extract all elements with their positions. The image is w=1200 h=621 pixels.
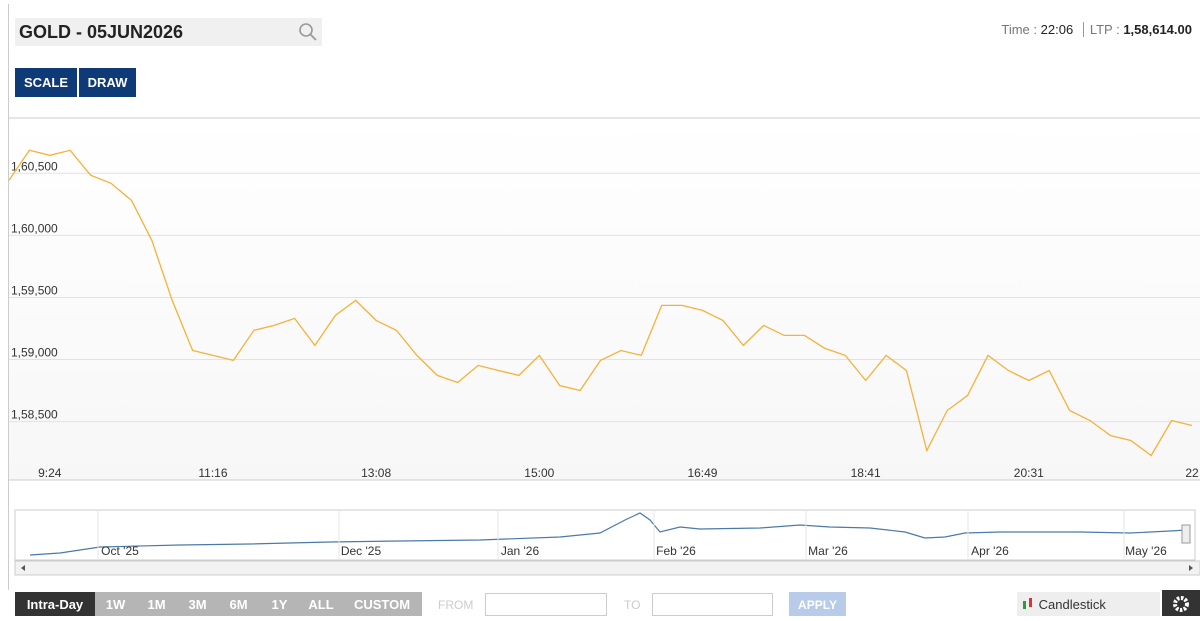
y-tick-label: 1,59,000 (11, 346, 58, 360)
search-icon[interactable] (298, 22, 318, 42)
range-custom[interactable]: CUSTOM (342, 592, 422, 616)
range-1m[interactable]: 1M (136, 592, 177, 616)
gear-icon (1173, 596, 1189, 612)
x-tick-label: 13:08 (361, 466, 391, 480)
range-6m[interactable]: 6M (218, 592, 259, 616)
navigator-label: Feb '26 (656, 544, 696, 558)
candle-icon (1023, 598, 1032, 609)
from-input[interactable] (485, 593, 607, 616)
y-tick-label: 1,59,500 (11, 283, 58, 297)
settings-button[interactable] (1162, 590, 1200, 616)
y-tick-label: 1,58,500 (11, 408, 58, 422)
navigator-label: Oct '25 (101, 544, 139, 558)
range-3m[interactable]: 3M (177, 592, 218, 616)
x-tick-label: 22 (1185, 466, 1199, 480)
time: 22:06 (1040, 22, 1074, 37)
ltp: 1,58,614.00 (1123, 22, 1192, 37)
x-tick-label: 15:00 (524, 466, 554, 480)
navigator (14, 509, 1200, 576)
price-line (8, 149, 1193, 457)
to-label: TO (624, 598, 641, 612)
draw-button[interactable]: DRAW (79, 68, 136, 97)
plot-area (9, 118, 1200, 480)
scale-button[interactable]: SCALE (15, 68, 77, 97)
x-tick-label: 11:16 (198, 466, 227, 480)
chart: 1,58,500 1,59,000 1,59,500 1,60,000 1,60,500… (8, 4, 1200, 590)
x-tick-label: 16:49 (687, 466, 717, 480)
x-tick-label: 20:31 (1014, 466, 1044, 480)
navigator-label: Dec '25 (341, 544, 382, 558)
navigator-label: Mar '26 (808, 544, 848, 558)
navigator-label: May '26 (1125, 544, 1167, 558)
time-label: Time : (1001, 22, 1038, 37)
y-tick-label: 1,60,000 (11, 221, 58, 235)
from-label: FROM (438, 598, 474, 612)
to-input[interactable] (652, 593, 773, 616)
range-intraday[interactable]: Intra-Day (15, 592, 95, 616)
symbol: GOLD - 05JUN2026 (19, 22, 184, 42)
apply-button[interactable]: APPLY (789, 592, 846, 616)
chart-type-select[interactable]: Candlestick (1017, 592, 1160, 616)
x-tick-label: 9:24 (38, 466, 62, 480)
symbol-box[interactable]: GOLD - 05JUN2026 (15, 18, 322, 46)
chart-type: Candlestick (1038, 597, 1106, 612)
navigator-label: Jan '26 (501, 544, 540, 558)
range-1y[interactable]: 1Y (259, 592, 300, 616)
x-tick-label: 18:41 (851, 466, 881, 480)
quote-info: Time : 22:06 LTP : 1,58,614.00 (1001, 22, 1192, 37)
navigator-label: Apr '26 (971, 544, 1009, 558)
y-tick-label: 1,60,500 (11, 159, 58, 173)
range-1w[interactable]: 1W (95, 592, 136, 616)
ltp-label: LTP : (1089, 22, 1120, 37)
range-all[interactable]: ALL (300, 592, 342, 616)
